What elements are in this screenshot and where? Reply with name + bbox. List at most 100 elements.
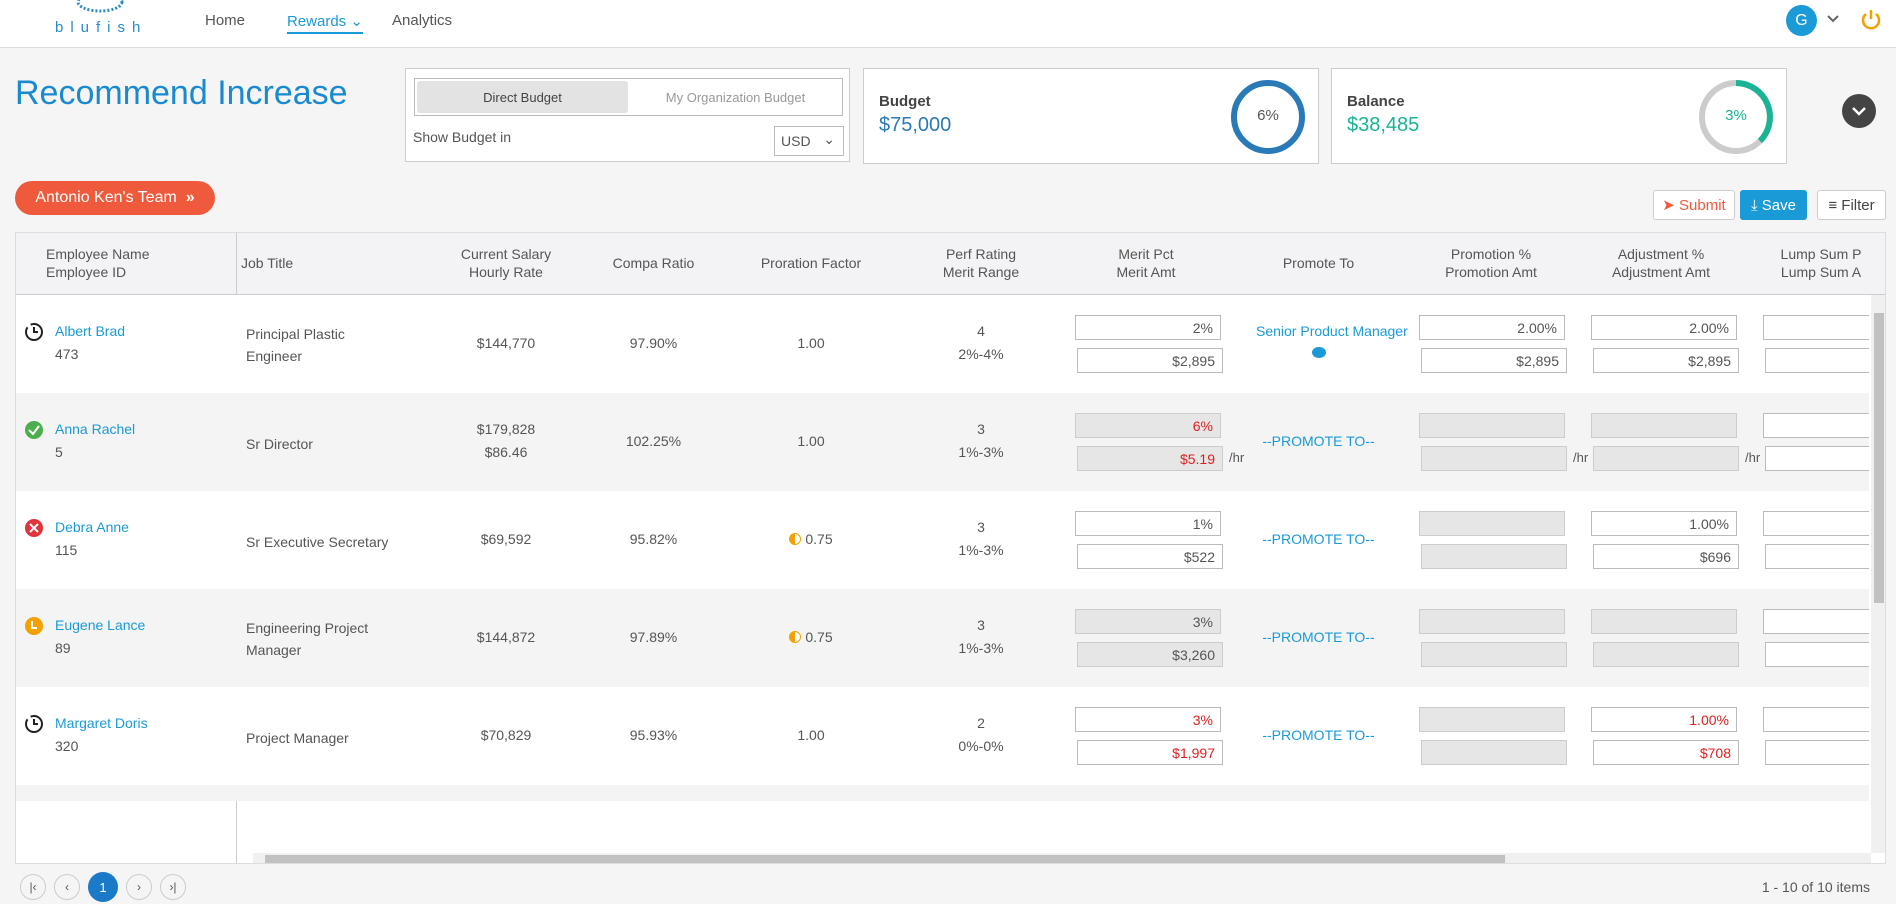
promote-to[interactable]: --PROMOTE TO-- bbox=[1262, 629, 1375, 645]
perf-rating: 3 bbox=[977, 617, 985, 633]
employee-name[interactable]: Margaret Doris bbox=[55, 715, 148, 731]
input-amt[interactable]: $522 bbox=[1077, 544, 1223, 569]
submit-button[interactable]: ➤ Submit bbox=[1653, 190, 1735, 220]
input-pct bbox=[1591, 609, 1737, 634]
input-pct: 6% bbox=[1075, 413, 1221, 438]
promote-to[interactable]: --PROMOTE TO-- bbox=[1262, 433, 1375, 449]
input-amt bbox=[1421, 642, 1567, 667]
status-icon bbox=[25, 617, 43, 635]
logo[interactable]: blufish bbox=[55, 19, 148, 36]
current-page[interactable]: 1 bbox=[88, 872, 118, 902]
prev-page[interactable]: ‹ bbox=[54, 874, 80, 900]
input-amt: $5.19 bbox=[1077, 446, 1223, 471]
status-icon bbox=[25, 323, 43, 341]
balance-amount: $38,485 bbox=[1347, 114, 1420, 136]
job-title: Sr Executive Secretary bbox=[246, 534, 389, 550]
job-title: Sr Director bbox=[246, 436, 313, 452]
input-pct[interactable]: 2.00% bbox=[1591, 315, 1737, 340]
proration-flag bbox=[789, 631, 802, 643]
expand-toggle[interactable] bbox=[1842, 94, 1876, 128]
proration-value: 1.00 bbox=[797, 335, 825, 351]
tab-direct[interactable]: Direct Budget bbox=[417, 81, 628, 113]
salary: $144,770 bbox=[476, 335, 536, 351]
next-page[interactable]: › bbox=[126, 874, 152, 900]
promote-to[interactable]: --PROMOTE TO-- bbox=[1262, 727, 1375, 743]
nav-rewards[interactable]: Rewards ⌄ bbox=[287, 12, 363, 34]
avatar[interactable]: G bbox=[1786, 5, 1817, 36]
table-row: Anna Rachel 5 Sr Director $179,828 $86.46 102… bbox=[16, 393, 1869, 491]
status-icon bbox=[25, 519, 43, 537]
input-amt[interactable] bbox=[1765, 446, 1869, 471]
input-pct[interactable]: 1.00% bbox=[1591, 511, 1737, 536]
input-amt[interactable] bbox=[1765, 348, 1869, 373]
proration-value: 1.00 bbox=[797, 727, 825, 743]
team-label: Antonio Ken's Team bbox=[35, 189, 177, 206]
promote-to[interactable]: --PROMOTE TO-- bbox=[1262, 531, 1375, 547]
input-amt[interactable]: $696 bbox=[1593, 544, 1739, 569]
input-pct[interactable] bbox=[1763, 413, 1869, 438]
input-pct[interactable]: 2% bbox=[1075, 315, 1221, 340]
h-scrollbar[interactable] bbox=[253, 853, 1871, 863]
salary: $70,829 bbox=[480, 727, 532, 743]
input-amt[interactable]: $2,895 bbox=[1421, 348, 1567, 373]
nav-analytics[interactable]: Analytics bbox=[392, 12, 453, 29]
status-icon bbox=[25, 715, 43, 733]
user-menu-caret[interactable] bbox=[1826, 14, 1840, 24]
header-line: Lump Sum P bbox=[1780, 246, 1862, 262]
header-line: Promotion Amt bbox=[1445, 264, 1537, 280]
promote-to[interactable]: Senior Product Manager bbox=[1256, 323, 1408, 339]
input-pct[interactable] bbox=[1763, 609, 1869, 634]
input-pct[interactable] bbox=[1763, 707, 1869, 732]
header-line: Merit Range bbox=[942, 264, 1020, 280]
show-budget-label: Show Budget in bbox=[413, 129, 512, 145]
v-thumb[interactable] bbox=[1874, 313, 1884, 603]
employee-name[interactable]: Eugene Lance bbox=[55, 617, 146, 633]
input-amt[interactable] bbox=[1765, 544, 1869, 569]
input-amt[interactable]: $708 bbox=[1593, 740, 1739, 765]
input-amt: $3,260 bbox=[1077, 642, 1223, 667]
nav-home[interactable]: Home bbox=[205, 12, 246, 29]
header-line: Promote To bbox=[1282, 255, 1355, 271]
tab-org[interactable]: My Organization Budget bbox=[665, 89, 806, 105]
input-pct[interactable]: 3% bbox=[1075, 707, 1221, 732]
proration: 1.00 bbox=[746, 335, 876, 351]
input-pct[interactable] bbox=[1763, 511, 1869, 536]
h-thumb[interactable] bbox=[265, 855, 1505, 863]
employee-name[interactable]: Albert Brad bbox=[55, 323, 126, 339]
header-line: Employee ID bbox=[46, 264, 127, 280]
perf-rating: 4 bbox=[977, 323, 985, 339]
input-pct[interactable]: 1.00% bbox=[1591, 707, 1737, 732]
input-amt[interactable]: $2,895 bbox=[1593, 348, 1739, 373]
proration-flag bbox=[789, 533, 802, 545]
last-page[interactable]: ›| bbox=[160, 874, 186, 900]
input-pct bbox=[1419, 413, 1565, 438]
proration: 1.00 bbox=[746, 433, 876, 449]
column-header: Adjustment % Adjustment Amt bbox=[1586, 245, 1736, 281]
employee-table: Employee Name Employee ID Job Title Current… bbox=[15, 232, 1886, 864]
first-page[interactable]: |‹ bbox=[20, 874, 46, 900]
balance-label: Balance bbox=[1347, 93, 1405, 110]
column-header: Promote To bbox=[1256, 254, 1381, 272]
input-amt[interactable] bbox=[1765, 740, 1869, 765]
input-pct[interactable]: 2.00% bbox=[1419, 315, 1565, 340]
proration-value: 0.75 bbox=[805, 531, 833, 547]
input-amt[interactable]: $1,997 bbox=[1077, 740, 1223, 765]
employee-name[interactable]: Anna Rachel bbox=[55, 421, 136, 437]
table-row: Margaret Doris 320 Project Manager $70,829 9… bbox=[16, 687, 1869, 785]
save-button[interactable]: ⤓ Save bbox=[1740, 190, 1807, 220]
input-pct[interactable]: 1% bbox=[1075, 511, 1221, 536]
input-amt bbox=[1421, 740, 1567, 765]
column-header: Compa Ratio bbox=[591, 254, 716, 272]
header-line: Promotion % bbox=[1450, 246, 1532, 262]
promote-note[interactable] bbox=[1312, 347, 1326, 358]
column-header: Proration Factor bbox=[746, 254, 876, 272]
v-scrollbar[interactable] bbox=[1871, 295, 1885, 853]
input-pct[interactable] bbox=[1763, 315, 1869, 340]
team-button[interactable]: Antonio Ken's Team » bbox=[15, 181, 215, 215]
input-amt[interactable] bbox=[1765, 642, 1869, 667]
employee-name[interactable]: Debra Anne bbox=[55, 519, 129, 535]
power-icon[interactable] bbox=[1860, 8, 1882, 30]
currency-select[interactable]: USD ⌄ bbox=[774, 126, 844, 156]
input-amt[interactable]: $2,895 bbox=[1077, 348, 1223, 373]
filter-button[interactable]: ≡ Filter bbox=[1817, 190, 1886, 220]
